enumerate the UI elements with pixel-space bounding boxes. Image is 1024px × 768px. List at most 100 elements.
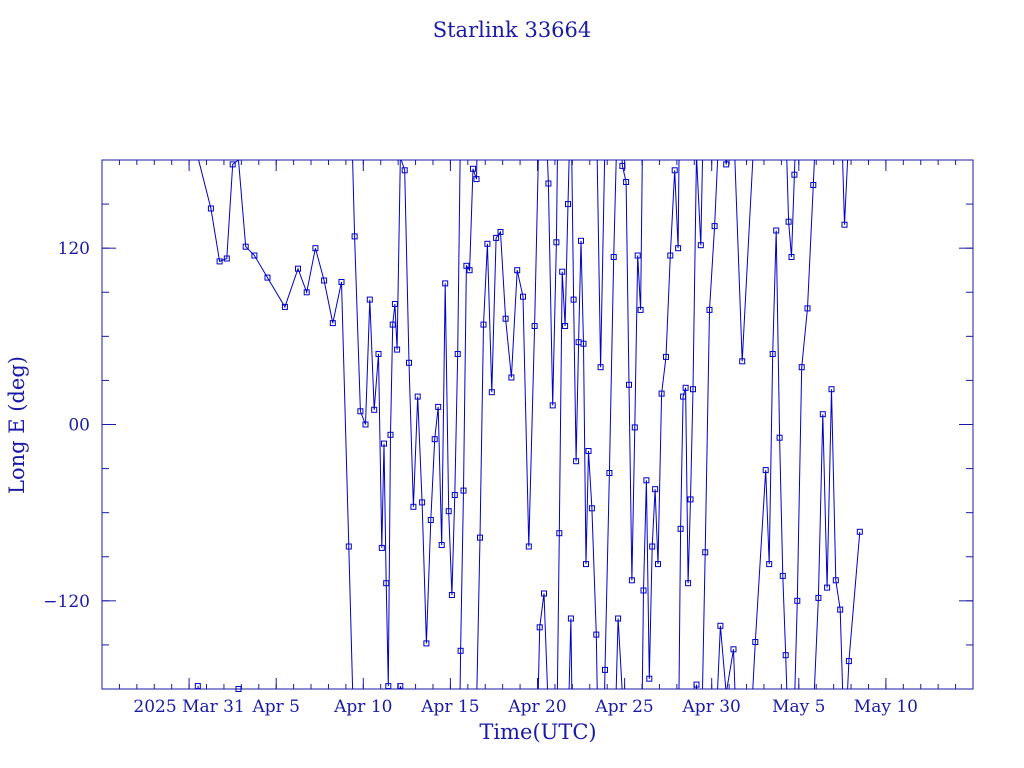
data-point bbox=[788, 254, 795, 260]
data-point bbox=[397, 683, 404, 690]
data-point bbox=[556, 530, 563, 537]
data-point bbox=[810, 182, 817, 188]
data-point bbox=[303, 289, 310, 296]
series-line bbox=[197, 159, 861, 690]
data-point bbox=[667, 252, 674, 259]
data-point bbox=[578, 237, 584, 244]
data-point bbox=[702, 549, 709, 556]
data-point bbox=[391, 301, 398, 307]
data-point bbox=[536, 624, 543, 631]
data-point bbox=[549, 402, 556, 409]
x-tick-label: Apr 25 bbox=[594, 697, 653, 717]
data-point bbox=[798, 364, 805, 371]
x-ticks bbox=[101, 160, 974, 689]
data-point bbox=[573, 458, 580, 465]
data-point bbox=[235, 686, 242, 692]
data-point bbox=[460, 487, 467, 494]
data-point bbox=[588, 505, 595, 512]
data-point bbox=[207, 205, 214, 212]
data-point bbox=[435, 403, 442, 410]
data-point bbox=[378, 544, 385, 551]
data-point bbox=[463, 262, 470, 269]
data-point bbox=[312, 245, 319, 252]
data-point bbox=[815, 594, 822, 601]
data-point bbox=[480, 321, 487, 328]
data-point bbox=[693, 681, 700, 688]
data-point bbox=[406, 359, 412, 366]
data-point bbox=[697, 242, 704, 249]
data-point bbox=[782, 652, 789, 659]
x-tick-label: May 5 bbox=[772, 697, 825, 717]
x-tick-labels: 2025 Mar 31 Apr 5 Apr 10 Apr 15 Apr 20 Apr 25… bbox=[133, 697, 918, 717]
data-point bbox=[567, 615, 574, 622]
data-point bbox=[723, 161, 730, 168]
data-point bbox=[658, 390, 665, 397]
data-point bbox=[562, 323, 569, 329]
data-point bbox=[281, 303, 288, 310]
data-point bbox=[637, 306, 644, 313]
data-point bbox=[531, 323, 538, 329]
data-point bbox=[682, 384, 689, 391]
data-point bbox=[514, 267, 521, 274]
data-point bbox=[525, 543, 532, 550]
data-point bbox=[401, 167, 408, 174]
data-point bbox=[841, 221, 848, 228]
data-point bbox=[794, 597, 801, 604]
data-point bbox=[383, 580, 390, 587]
x-tick-label: Apr 10 bbox=[333, 697, 392, 717]
data-point bbox=[752, 639, 759, 645]
data-point bbox=[470, 165, 476, 172]
data-point bbox=[229, 161, 236, 168]
data-point bbox=[776, 434, 783, 441]
data-point bbox=[711, 223, 718, 230]
series-path bbox=[197, 159, 861, 690]
data-point bbox=[545, 180, 552, 187]
data-point bbox=[626, 381, 632, 388]
data-point bbox=[385, 683, 392, 690]
data-point bbox=[610, 254, 617, 260]
data-point bbox=[508, 374, 515, 381]
data-point bbox=[762, 467, 769, 474]
data-point bbox=[194, 683, 201, 690]
data-point bbox=[375, 351, 382, 357]
data-point bbox=[685, 580, 692, 587]
data-point bbox=[675, 245, 682, 252]
data-point bbox=[706, 306, 713, 313]
data-point bbox=[837, 606, 844, 613]
x-tick-label: May 10 bbox=[854, 697, 918, 717]
data-point bbox=[242, 243, 249, 250]
data-point bbox=[570, 296, 577, 303]
data-point bbox=[362, 421, 369, 428]
data-point bbox=[597, 364, 604, 371]
data-point bbox=[473, 176, 480, 183]
data-point bbox=[619, 162, 626, 169]
data-point bbox=[828, 386, 835, 393]
data-point bbox=[387, 431, 394, 438]
data-point bbox=[338, 279, 345, 285]
data-point bbox=[381, 440, 387, 447]
data-point bbox=[671, 167, 678, 174]
data-point bbox=[410, 503, 417, 510]
data-point bbox=[640, 587, 647, 594]
data-point bbox=[477, 534, 483, 541]
data-point bbox=[445, 508, 452, 515]
data-point bbox=[585, 448, 592, 454]
data-point bbox=[497, 229, 504, 235]
data-point bbox=[769, 351, 776, 357]
data-point bbox=[655, 561, 661, 568]
data-point bbox=[773, 227, 780, 234]
data-point bbox=[559, 268, 566, 275]
data-point bbox=[856, 528, 863, 535]
data-point bbox=[251, 252, 258, 259]
data-point bbox=[457, 647, 464, 654]
data-point bbox=[216, 258, 223, 265]
data-point bbox=[484, 240, 491, 247]
x-tick-label: 2025 Mar 31 bbox=[133, 697, 244, 717]
data-point bbox=[423, 640, 430, 647]
x-tick-label: Apr 20 bbox=[507, 697, 566, 717]
chart-title: Starlink 33664 bbox=[433, 18, 592, 42]
data-point bbox=[553, 239, 560, 246]
data-point bbox=[442, 280, 449, 287]
data-point bbox=[223, 255, 230, 262]
x-tick-label: Apr 30 bbox=[682, 697, 741, 717]
